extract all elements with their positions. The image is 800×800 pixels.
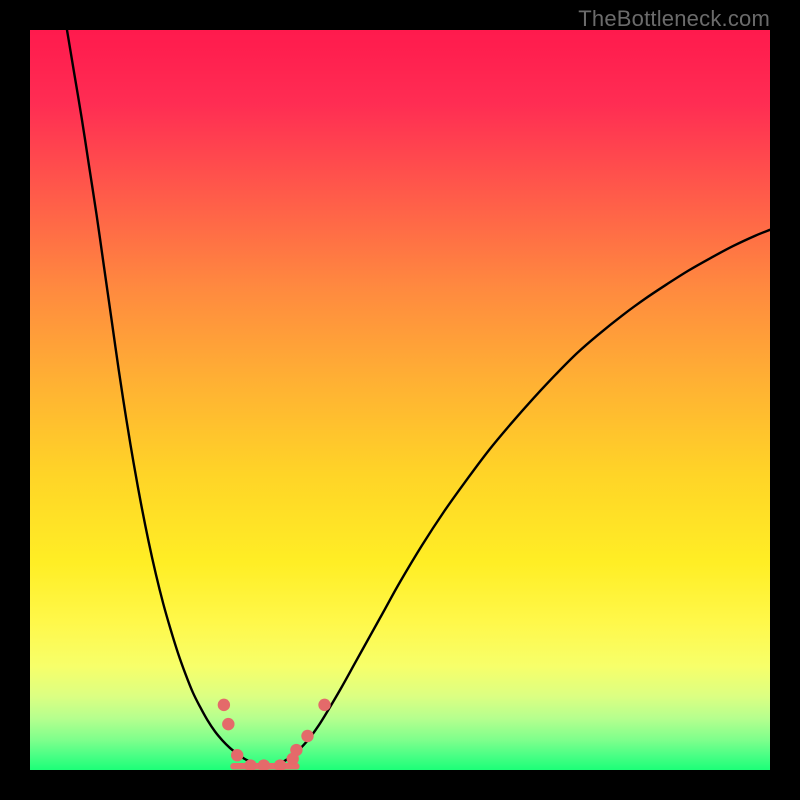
outer-frame: TheBottleneck.com	[0, 0, 800, 800]
chart-plot-area	[30, 30, 770, 770]
data-marker	[290, 744, 302, 756]
chart-svg	[30, 30, 770, 770]
chart-background	[30, 30, 770, 770]
data-marker	[301, 730, 313, 742]
data-marker	[231, 749, 243, 761]
data-marker	[318, 699, 330, 711]
watermark-text: TheBottleneck.com	[578, 6, 770, 32]
data-marker	[218, 699, 230, 711]
data-marker	[222, 718, 234, 730]
